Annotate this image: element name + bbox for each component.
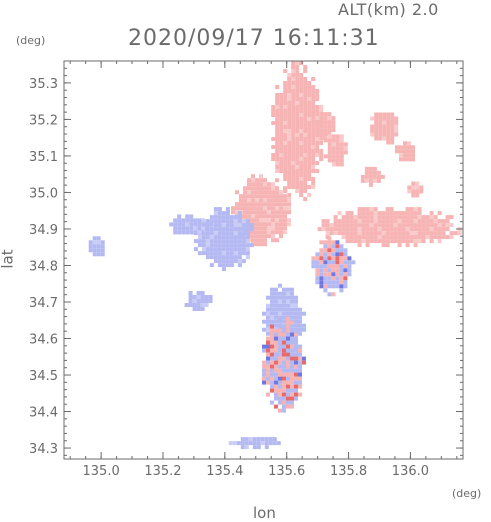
echo-region-9 [193, 207, 254, 272]
echo-region-0 [271, 61, 324, 201]
y-tick-label: 34.7 [29, 296, 58, 311]
echo-region-11 [88, 236, 105, 257]
y-tick-label: 35.2 [29, 113, 58, 128]
echo-region-12 [184, 291, 213, 311]
echo-region-6 [360, 166, 385, 187]
y-axis-unit: (deg) [16, 34, 46, 47]
echo-region-15 [311, 236, 356, 297]
echo-region-16 [228, 437, 281, 450]
y-tick-label: 34.9 [29, 223, 58, 238]
x-axis-label: lon [253, 504, 276, 522]
x-tick-label: 135.4 [206, 464, 243, 479]
x-tick-label: 135.2 [144, 464, 181, 479]
echo-region-14 [262, 316, 306, 413]
echo-region-3 [323, 134, 348, 167]
echo-region-7 [407, 181, 424, 198]
y-tick-label: 34.5 [29, 369, 58, 384]
axes: 135.0 135.2 135.4 135.6 135.8 136.0 34.3 34.4 34… [29, 60, 463, 479]
y-tick-label: 34.3 [29, 442, 58, 457]
altitude-label: ALT(km) 2.0 [338, 0, 439, 19]
x-tick-label: 136.0 [392, 464, 429, 479]
y-tick-label: 35.1 [29, 150, 58, 165]
y-tick-label: 35.0 [29, 186, 58, 201]
y-tick-label: 34.6 [29, 333, 58, 348]
y-tick-label: 35.3 [29, 77, 58, 92]
echo-region-1 [231, 174, 291, 247]
x-axis-unit: (deg) [452, 487, 482, 500]
echo-region-4 [370, 112, 399, 145]
y-tick-label: 34.4 [29, 406, 58, 421]
plot-frame [63, 60, 464, 460]
y-tick-label: 34.8 [29, 259, 58, 274]
echo-region-5 [395, 141, 415, 162]
x-tick-label: 135.0 [83, 464, 120, 479]
x-tick-label: 135.8 [330, 464, 367, 479]
timestamp-title: 2020/09/17 16:11:31 [128, 26, 380, 51]
x-tick-label: 135.6 [268, 464, 305, 479]
echo-region-2 [311, 112, 336, 141]
echo-region-10 [169, 214, 214, 235]
velocity-field [88, 61, 462, 450]
